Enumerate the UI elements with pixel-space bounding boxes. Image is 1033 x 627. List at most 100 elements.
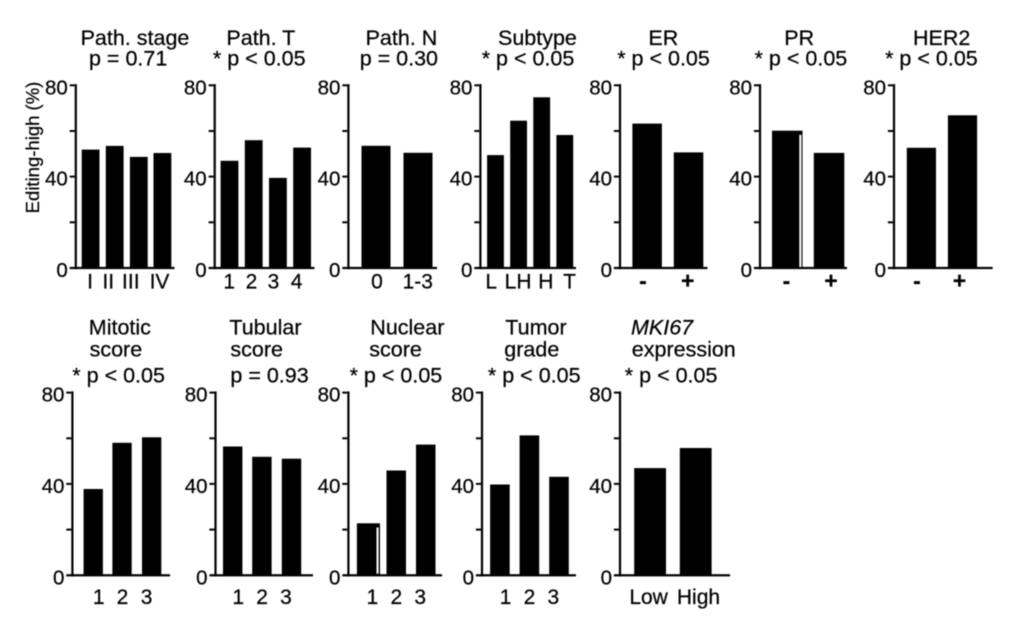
svg-text:0: 0 [741, 259, 752, 282]
svg-text:80: 80 [589, 384, 612, 407]
svg-text:Subtype: Subtype [498, 26, 577, 50]
svg-text:LH: LH [505, 271, 532, 294]
svg-text:3: 3 [141, 586, 153, 609]
svg-text:grade: grade [504, 338, 559, 362]
svg-text:* p < 0.05: * p < 0.05 [885, 46, 978, 70]
svg-text:score: score [230, 338, 283, 362]
svg-text:0: 0 [461, 259, 472, 282]
svg-text:Path. stage: Path. stage [81, 26, 190, 50]
svg-text:-: - [783, 268, 791, 294]
svg-text:score: score [90, 338, 143, 362]
svg-text:HER2: HER2 [913, 26, 970, 50]
svg-text:* p < 0.05: * p < 0.05 [488, 364, 581, 388]
svg-text:80: 80 [450, 76, 473, 99]
svg-text:2: 2 [256, 586, 268, 609]
svg-text:p = 0.30: p = 0.30 [360, 46, 438, 70]
svg-text:* p < 0.05: * p < 0.05 [625, 364, 718, 388]
svg-text:Editing-high (%): Editing-high (%) [22, 82, 43, 214]
svg-text:0: 0 [463, 566, 474, 589]
svg-text:1: 1 [93, 586, 105, 609]
svg-text:80: 80 [589, 76, 612, 99]
svg-text:0: 0 [601, 566, 612, 589]
svg-text:80: 80 [42, 384, 65, 407]
svg-text:40: 40 [185, 475, 208, 498]
svg-text:0: 0 [875, 259, 886, 282]
svg-text:* p < 0.05: * p < 0.05 [482, 46, 575, 70]
svg-text:0: 0 [195, 259, 206, 282]
svg-text:40: 40 [45, 168, 68, 191]
svg-text:80: 80 [451, 384, 474, 407]
svg-text:Tumor: Tumor [505, 315, 566, 339]
svg-text:0: 0 [601, 259, 612, 282]
svg-text:40: 40 [729, 168, 752, 191]
svg-text:80: 80 [184, 76, 207, 99]
svg-text:p = 0.93: p = 0.93 [230, 364, 308, 388]
svg-text:80: 80 [863, 76, 886, 99]
svg-text:Path. T: Path. T [226, 26, 295, 50]
svg-text:40: 40 [863, 168, 886, 191]
svg-text:II: II [102, 271, 114, 294]
svg-text:0: 0 [196, 566, 207, 589]
svg-text:40: 40 [42, 475, 65, 498]
svg-text:0: 0 [371, 271, 383, 294]
svg-text:40: 40 [589, 475, 612, 498]
svg-text:Path. N: Path. N [366, 26, 438, 50]
svg-text:40: 40 [589, 168, 612, 191]
svg-text:Low: Low [629, 586, 668, 609]
svg-text:0: 0 [53, 566, 64, 589]
svg-text:Mitotic: Mitotic [89, 315, 151, 339]
svg-text:I: I [87, 271, 93, 294]
svg-text:III: III [122, 271, 140, 294]
svg-text:2: 2 [246, 271, 258, 294]
svg-text:80: 80 [45, 76, 68, 99]
svg-text:expression: expression [632, 338, 736, 362]
svg-text:3: 3 [268, 271, 280, 294]
svg-text:40: 40 [451, 475, 474, 498]
svg-text:score: score [369, 338, 422, 362]
svg-text:IV: IV [150, 271, 170, 294]
svg-text:Tubular: Tubular [229, 315, 301, 339]
svg-text:1: 1 [223, 271, 235, 294]
svg-text:p = 0.71: p = 0.71 [89, 46, 167, 70]
svg-text:* p < 0.05: * p < 0.05 [72, 364, 165, 388]
svg-text:1-3: 1-3 [403, 271, 433, 294]
svg-text:1: 1 [367, 586, 379, 609]
svg-text:* p < 0.05: * p < 0.05 [617, 46, 710, 70]
svg-text:40: 40 [450, 168, 473, 191]
svg-text:* p < 0.05: * p < 0.05 [755, 46, 848, 70]
svg-text:3: 3 [414, 586, 426, 609]
svg-text:1: 1 [232, 586, 244, 609]
svg-text:Nuclear: Nuclear [370, 315, 444, 339]
svg-text:40: 40 [318, 475, 341, 498]
svg-text:-: - [639, 268, 647, 294]
svg-text:+: + [681, 268, 694, 294]
svg-text:80: 80 [318, 76, 341, 99]
svg-text:High: High [677, 586, 720, 609]
svg-text:40: 40 [184, 168, 207, 191]
svg-text:T: T [563, 271, 576, 294]
svg-text:4: 4 [291, 271, 303, 294]
svg-text:-: - [913, 268, 921, 294]
svg-text:* p < 0.05: * p < 0.05 [213, 46, 306, 70]
svg-text:+: + [824, 268, 837, 294]
svg-text:80: 80 [318, 384, 341, 407]
svg-text:0: 0 [329, 566, 340, 589]
svg-text:L: L [485, 271, 497, 294]
svg-text:PR: PR [784, 26, 814, 50]
svg-text:0: 0 [329, 259, 340, 282]
svg-text:80: 80 [185, 384, 208, 407]
svg-text:ER: ER [648, 26, 678, 50]
svg-text:80: 80 [729, 76, 752, 99]
svg-text:1: 1 [500, 586, 512, 609]
svg-text:0: 0 [56, 259, 67, 282]
svg-text:3: 3 [548, 586, 560, 609]
svg-text:2: 2 [390, 586, 402, 609]
svg-text:40: 40 [318, 168, 341, 191]
svg-text:* p < 0.05: * p < 0.05 [350, 364, 443, 388]
svg-text:+: + [953, 268, 966, 294]
svg-text:2: 2 [117, 586, 129, 609]
svg-text:3: 3 [280, 586, 292, 609]
svg-text:MKI67: MKI67 [631, 315, 694, 339]
svg-text:H: H [538, 271, 553, 294]
svg-text:2: 2 [524, 586, 536, 609]
